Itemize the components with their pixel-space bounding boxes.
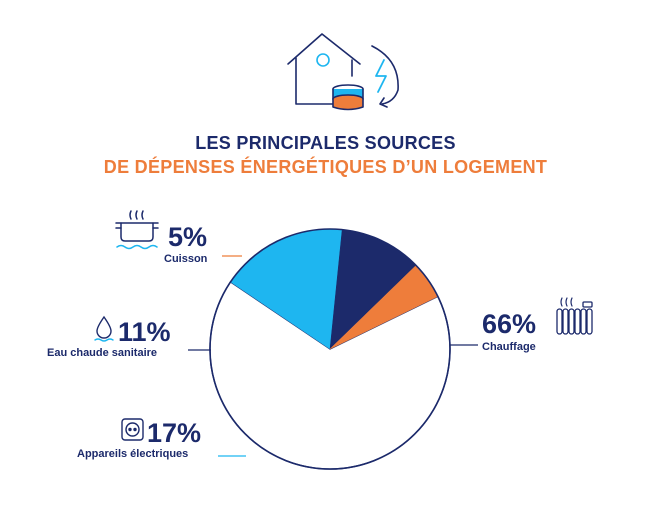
radiator-icon — [556, 297, 593, 335]
pie-slices — [209, 228, 451, 470]
label-chauffage: Chauffage — [482, 341, 536, 353]
pct-cuisson: 5% — [168, 222, 207, 252]
label-appareils: Appareils électriques — [77, 448, 188, 460]
title-line-1: LES PRINCIPALES SOURCES — [195, 133, 456, 153]
pct-appareils: 17% — [147, 418, 201, 448]
pct-eau-chaude: 11% — [118, 317, 171, 347]
label-cuisson: Cuisson — [164, 253, 208, 265]
title-line-2: DE DÉPENSES ÉNERGÉTIQUES D’UN LOGEMENT — [103, 157, 548, 177]
hot-water-icon — [94, 315, 114, 342]
pct-chauffage: 66% — [482, 309, 536, 339]
label-eau-chaude: Eau chaude sanitaire — [47, 347, 157, 359]
cooking-pot-icon — [115, 210, 159, 250]
house-energy-coins-icon — [287, 33, 399, 111]
power-outlet-icon — [121, 418, 144, 441]
